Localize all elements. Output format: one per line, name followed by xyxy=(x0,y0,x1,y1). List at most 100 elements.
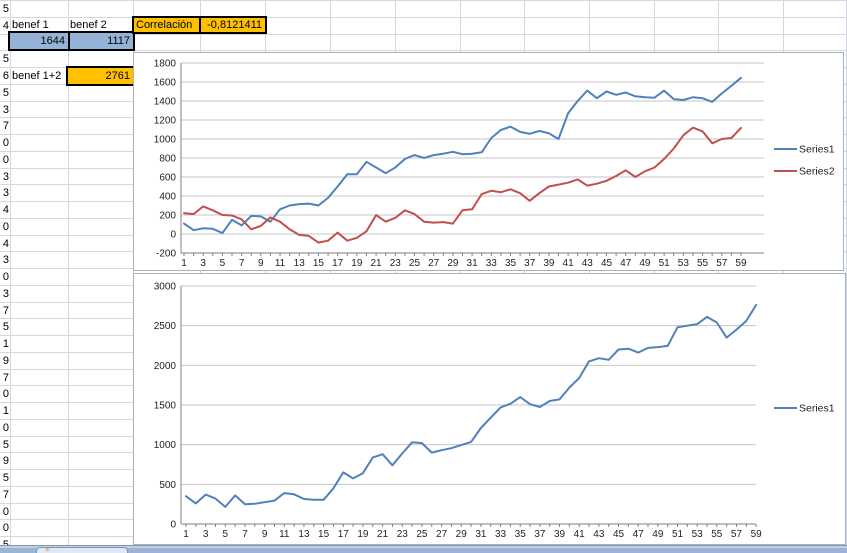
row-cell-digit[interactable]: 7 xyxy=(2,305,9,317)
x-axis-tick-label: 17 xyxy=(338,529,350,540)
row-cell-digit[interactable]: 3 xyxy=(2,254,9,266)
y-axis-tick-label: 1000 xyxy=(154,440,177,451)
x-axis-tick-label: 53 xyxy=(692,529,704,540)
x-axis-tick-label: 49 xyxy=(639,258,651,269)
y-axis-tick-label: 500 xyxy=(159,480,176,491)
row-cell-digit[interactable]: 5 xyxy=(2,3,9,15)
x-axis-tick-label: 17 xyxy=(332,258,344,269)
row-cell-digit[interactable]: 4 xyxy=(2,238,9,250)
x-axis-tick-label: 1 xyxy=(181,258,187,269)
row-cell-digit[interactable]: 0 xyxy=(2,271,9,283)
row-cell-digit[interactable]: 5 xyxy=(2,321,9,333)
row-cell-digit[interactable]: 1 xyxy=(2,405,9,417)
y-axis-tick-label: 2000 xyxy=(154,361,177,372)
legend-label: Series1 xyxy=(799,403,835,415)
cell-sum-value[interactable]: 2761 xyxy=(66,66,135,86)
row-cell-digit[interactable]: 5 xyxy=(2,87,9,99)
row-cell-digit[interactable]: 5 xyxy=(2,53,9,65)
y-axis-tick-label: 800 xyxy=(159,154,176,165)
sheet-tab[interactable] xyxy=(36,547,128,553)
row-cell-digit[interactable]: 5 xyxy=(2,472,9,484)
y-axis-tick-label: 600 xyxy=(159,173,176,184)
top-chart-frame[interactable]: -200 0 200 400 600 800 1000 1200 1400 1600 1800 1 3 5… xyxy=(133,52,844,271)
cell-sum-label[interactable]: benef 1+2 xyxy=(12,70,62,82)
row-cell-digit[interactable]: 0 xyxy=(2,506,9,518)
bottom-chart-frame[interactable]: 0 500 1000 1500 2000 2500 3000 1 3 5 7 9 11 13 15 17 19 2… xyxy=(133,273,846,545)
row-cell-digit[interactable]: 4 xyxy=(2,204,9,216)
x-axis-tick-label: 1 xyxy=(183,529,189,540)
grid-line xyxy=(0,34,847,35)
series-line-Series1[interactable] xyxy=(183,76,742,235)
series-line-Series2[interactable] xyxy=(183,126,742,244)
row-cell-digit[interactable]: 5 xyxy=(2,439,9,451)
legend-label: Series2 xyxy=(799,166,835,178)
x-axis-tick-label: 15 xyxy=(313,258,325,269)
x-axis-tick-label: 11 xyxy=(279,529,290,540)
x-axis-tick-label: 3 xyxy=(203,529,209,540)
cell-benef2-value[interactable]: 1117 xyxy=(68,31,135,51)
y-axis-tick-label: 0 xyxy=(170,230,176,241)
row-cell-digit[interactable]: 0 xyxy=(2,221,9,233)
x-axis-tick-label: 5 xyxy=(220,258,226,269)
x-axis-tick-label: 3 xyxy=(200,258,206,269)
x-axis-tick-label: 7 xyxy=(239,258,245,269)
x-axis-tick-label: 25 xyxy=(409,258,421,269)
row-cell-digit[interactable]: 0 xyxy=(2,522,9,534)
row-cell-digit[interactable]: 4 xyxy=(2,20,9,32)
row-cell-digit[interactable]: 7 xyxy=(2,372,9,384)
cell-benef1-label[interactable]: benef 1 xyxy=(12,19,49,31)
x-axis-tick-label: 47 xyxy=(620,258,632,269)
row-cell-digit[interactable]: 6 xyxy=(2,70,9,82)
x-axis-tick-label: 23 xyxy=(390,258,402,269)
x-axis-tick-label: 57 xyxy=(731,529,743,540)
y-axis-tick-label: 1600 xyxy=(154,78,177,89)
new-sheet-star-icon[interactable]: ✳ xyxy=(44,545,51,553)
y-axis-tick-label: 1800 xyxy=(154,59,177,70)
sheet-tab-strip xyxy=(0,545,847,553)
row-cell-digit[interactable]: 0 xyxy=(2,154,9,166)
row-cell-digit[interactable]: 3 xyxy=(2,187,9,199)
row-cell-digit[interactable]: 0 xyxy=(2,388,9,400)
x-axis-tick-label: 35 xyxy=(515,529,527,540)
row-cell-digit[interactable]: 3 xyxy=(2,288,9,300)
row-cell-digit[interactable]: 7 xyxy=(2,489,9,501)
row-cell-digit[interactable]: 0 xyxy=(2,137,9,149)
x-axis-tick-label: 43 xyxy=(593,529,605,540)
x-axis-tick-label: 59 xyxy=(735,258,747,269)
row-cell-digit[interactable]: 1 xyxy=(2,338,9,350)
x-axis-tick-label: 53 xyxy=(678,258,690,269)
cell-benef1-value[interactable]: 1644 xyxy=(8,31,70,51)
y-axis-tick-label: 400 xyxy=(159,192,176,203)
x-axis-tick-label: 37 xyxy=(524,258,536,269)
row-cell-digit[interactable]: 7 xyxy=(2,120,9,132)
x-axis-tick-label: 55 xyxy=(711,529,723,540)
row-cell-digit[interactable]: 3 xyxy=(2,104,9,116)
x-axis-tick-label: 21 xyxy=(377,529,389,540)
legend-label: Series1 xyxy=(799,144,835,156)
y-axis-tick-label: 0 xyxy=(170,520,176,531)
row-cell-digit[interactable]: 9 xyxy=(2,355,9,367)
x-axis-tick-label: 59 xyxy=(751,529,763,540)
x-axis-tick-label: 13 xyxy=(294,258,306,269)
x-axis-tick-label: 33 xyxy=(495,529,507,540)
x-axis-tick-label: 27 xyxy=(436,529,448,540)
row-cell-digit[interactable]: 3 xyxy=(2,171,9,183)
row-cell-digit[interactable]: 9 xyxy=(2,455,9,467)
cell-correlation-value[interactable]: -0,8121411 xyxy=(199,16,267,34)
x-axis-tick-label: 7 xyxy=(242,529,248,540)
grid-line xyxy=(10,0,11,553)
x-axis-tick-label: 29 xyxy=(447,258,459,269)
cell-correlation-label[interactable]: Correlación xyxy=(132,16,201,34)
x-axis-tick-label: 9 xyxy=(262,529,268,540)
x-axis-tick-label: 19 xyxy=(351,258,363,269)
series-line-Series1[interactable] xyxy=(185,304,758,508)
row-cell-digit[interactable]: 0 xyxy=(2,422,9,434)
y-axis-tick-label: -200 xyxy=(156,249,176,260)
grid-line xyxy=(0,17,847,18)
cell-benef2-label[interactable]: benef 2 xyxy=(70,19,107,31)
x-axis-tick-label: 11 xyxy=(275,258,286,269)
x-axis-tick-label: 39 xyxy=(543,258,555,269)
